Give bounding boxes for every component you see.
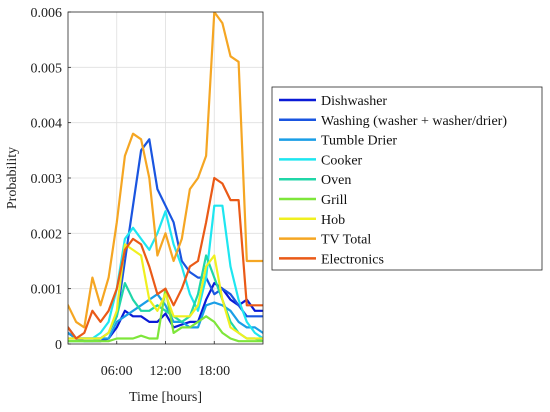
legend-label: Tumble Drier [321, 134, 397, 149]
x-axis-ticks: 06:00 12:00 18:00 [101, 341, 230, 379]
legend-label: Hob [321, 213, 345, 228]
legend-label: TV Total [321, 233, 371, 248]
y-tick-label: 0.004 [31, 117, 63, 132]
legend-label: Dishwasher [321, 94, 387, 109]
y-tick-label: 0.001 [31, 283, 63, 298]
x-tick-label: 18:00 [198, 364, 230, 379]
series-line-hob [68, 243, 263, 340]
legend: Dishwasher Washing (washer + washer/drier… [271, 86, 543, 271]
legend-label: Grill [321, 193, 348, 208]
series-line-cooker [68, 204, 263, 340]
series-line-tv-total [68, 12, 263, 329]
y-axis-ticks: 0 0.001 0.002 0.003 0.004 0.005 0.006 [31, 6, 71, 353]
y-tick-label: 0.002 [31, 227, 63, 242]
legend-label: Cooker [321, 153, 363, 168]
legend-label: Electronics [321, 252, 384, 267]
legend-label: Oven [321, 173, 351, 188]
series-line-electronics [68, 176, 263, 340]
legend-box [271, 86, 543, 271]
y-axis-label: Probability [5, 147, 20, 209]
x-tick-label: 06:00 [101, 364, 133, 379]
y-tick-label: 0.005 [31, 61, 63, 76]
y-tick-label: 0 [55, 338, 62, 353]
series-lines [68, 12, 263, 343]
y-tick-label: 0.003 [31, 172, 63, 187]
x-axis-label: Time [hours] [129, 390, 202, 405]
x-tick-label: 12:00 [150, 364, 182, 379]
legend-label: Washing (washer + washer/drier) [321, 114, 507, 129]
y-tick-label: 0.006 [31, 6, 63, 21]
